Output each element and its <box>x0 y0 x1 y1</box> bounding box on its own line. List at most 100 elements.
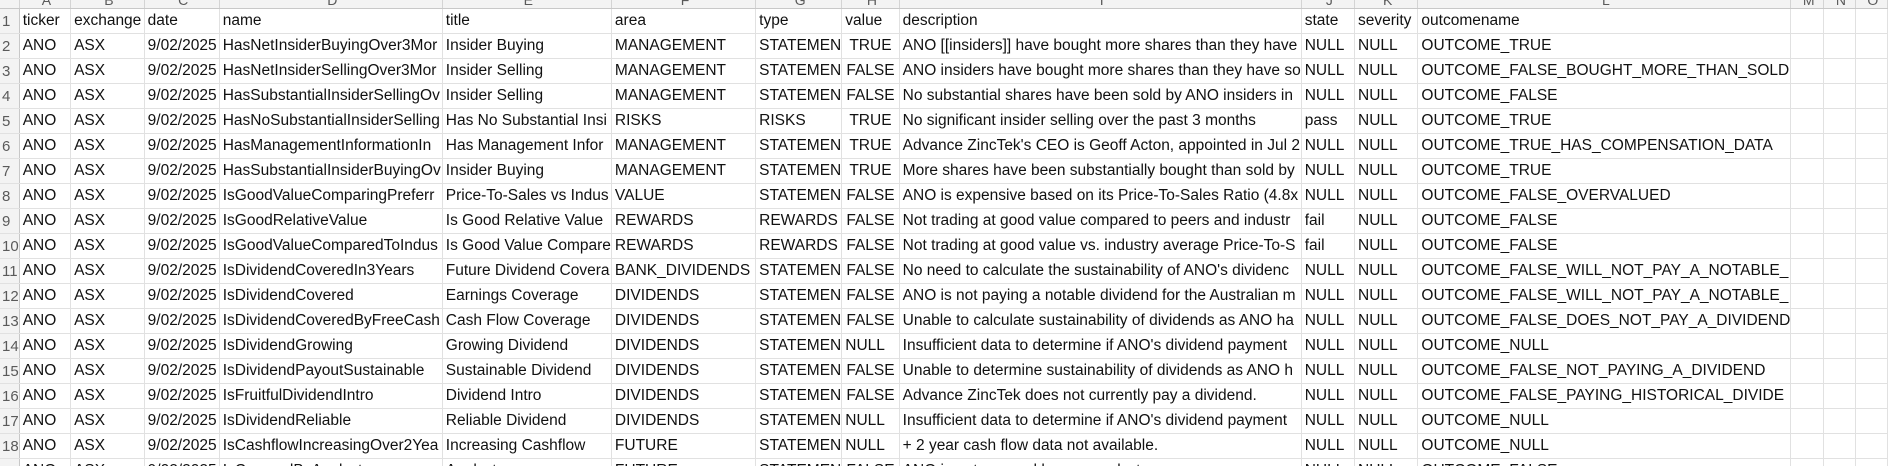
cell-severity[interactable]: NULL <box>1354 258 1419 284</box>
cell-value[interactable]: NULL <box>841 408 900 434</box>
cell-area[interactable]: DIVIDENDS <box>611 333 757 359</box>
cell-severity[interactable]: NULL <box>1354 333 1419 359</box>
row-header[interactable]: 19 <box>0 458 20 466</box>
cell-type[interactable]: STATEMEN <box>755 458 843 466</box>
row-header[interactable]: 6 <box>0 133 20 159</box>
empty-cell[interactable] <box>1823 383 1856 409</box>
empty-cell[interactable] <box>1790 33 1825 59</box>
cell-exchange[interactable]: ASX <box>70 208 145 234</box>
cell-date[interactable]: 9/02/2025 <box>144 458 220 466</box>
empty-cell[interactable] <box>1823 308 1856 334</box>
cell-description[interactable]: + 2 year cash flow data not available. <box>899 433 1302 459</box>
empty-cell[interactable] <box>1855 108 1888 134</box>
row-header[interactable]: 16 <box>0 383 20 409</box>
cell-name[interactable]: HasNetInsiderSellingOver3Mor <box>219 58 443 84</box>
empty-cell[interactable] <box>1790 258 1825 284</box>
cell-ticker[interactable]: ticker <box>19 8 72 34</box>
cell-value[interactable]: FALSE <box>841 458 900 466</box>
empty-cell[interactable] <box>1855 408 1888 434</box>
cell-value[interactable]: FALSE <box>841 283 900 309</box>
select-all-corner[interactable] <box>0 0 20 9</box>
cell-ticker[interactable]: ANO <box>19 258 72 284</box>
cell-state[interactable]: NULL <box>1301 408 1356 434</box>
cell-ticker[interactable]: ANO <box>19 408 72 434</box>
cell-state[interactable]: NULL <box>1301 183 1356 209</box>
cell-name[interactable]: IsDividendGrowing <box>219 333 443 359</box>
cell-name[interactable]: IsGoodValueComparedToIndus <box>219 233 443 259</box>
cell-exchange[interactable]: ASX <box>70 183 145 209</box>
empty-cell[interactable] <box>1823 183 1856 209</box>
row-header[interactable]: 2 <box>0 33 20 59</box>
cell-title[interactable]: title <box>442 8 612 34</box>
cell-value[interactable]: FALSE <box>841 383 900 409</box>
cell-state[interactable]: NULL <box>1301 358 1356 384</box>
cell-outcomename[interactable]: OUTCOME_FALSE <box>1417 458 1792 466</box>
empty-cell[interactable] <box>1855 333 1888 359</box>
cell-outcomename[interactable]: OUTCOME_FALSE_WILL_NOT_PAY_A_NOTABLE_ <box>1417 283 1792 309</box>
cell-title[interactable]: Is Good Value Compare <box>442 233 612 259</box>
column-header[interactable]: I <box>899 0 1302 9</box>
cell-severity[interactable]: NULL <box>1354 83 1419 109</box>
cell-title[interactable]: Insider Selling <box>442 83 612 109</box>
empty-cell[interactable] <box>1823 358 1856 384</box>
cell-severity[interactable]: NULL <box>1354 108 1419 134</box>
cell-state[interactable]: NULL <box>1301 458 1356 466</box>
cell-type[interactable]: STATEMEN <box>755 183 843 209</box>
cell-description[interactable]: Advance ZincTek's CEO is Geoff Acton, ap… <box>899 133 1302 159</box>
cell-exchange[interactable]: ASX <box>70 333 145 359</box>
cell-title[interactable]: Insider Buying <box>442 33 612 59</box>
cell-exchange[interactable]: ASX <box>70 433 145 459</box>
cell-outcomename[interactable]: outcomename <box>1417 8 1792 34</box>
cell-exchange[interactable]: exchange <box>70 8 145 34</box>
column-header[interactable]: D <box>219 0 443 9</box>
cell-severity[interactable]: NULL <box>1354 458 1419 466</box>
cell-severity[interactable]: NULL <box>1354 58 1419 84</box>
cell-title[interactable]: Sustainable Dividend <box>442 358 612 384</box>
cell-ticker[interactable]: ANO <box>19 58 72 84</box>
cell-exchange[interactable]: ASX <box>70 383 145 409</box>
cell-name[interactable]: IsDividendCoveredByFreeCash <box>219 308 443 334</box>
column-header[interactable]: E <box>442 0 612 9</box>
empty-cell[interactable] <box>1790 458 1825 466</box>
empty-cell[interactable] <box>1790 208 1825 234</box>
empty-cell[interactable] <box>1855 58 1888 84</box>
row-header[interactable]: 4 <box>0 83 20 109</box>
cell-value[interactable]: TRUE <box>841 108 900 134</box>
cell-name[interactable]: IsFruitfulDividendIntro <box>219 383 443 409</box>
column-header[interactable]: B <box>70 0 145 9</box>
cell-ticker[interactable]: ANO <box>19 433 72 459</box>
cell-date[interactable]: 9/02/2025 <box>144 358 220 384</box>
empty-cell[interactable] <box>1855 133 1888 159</box>
cell-date[interactable]: 9/02/2025 <box>144 83 220 109</box>
cell-type[interactable]: STATEMEN <box>755 133 843 159</box>
empty-cell[interactable] <box>1823 33 1856 59</box>
cell-description[interactable]: No need to calculate the sustainability … <box>899 258 1302 284</box>
cell-state[interactable]: NULL <box>1301 308 1356 334</box>
cell-description[interactable]: Not trading at good value vs. industry a… <box>899 233 1302 259</box>
cell-value[interactable]: TRUE <box>841 33 900 59</box>
column-header[interactable]: A <box>19 0 72 9</box>
cell-exchange[interactable]: ASX <box>70 458 145 466</box>
cell-outcomename[interactable]: OUTCOME_FALSE_PAYING_HISTORICAL_DIVIDE <box>1417 383 1792 409</box>
cell-ticker[interactable]: ANO <box>19 183 72 209</box>
column-header[interactable]: M <box>1790 0 1825 9</box>
cell-outcomename[interactable]: OUTCOME_FALSE <box>1417 208 1792 234</box>
cell-severity[interactable]: NULL <box>1354 308 1419 334</box>
cell-type[interactable]: REWARDS <box>755 208 843 234</box>
cell-description[interactable]: Advance ZincTek does not currently pay a… <box>899 383 1302 409</box>
empty-cell[interactable] <box>1790 133 1825 159</box>
cell-outcomename[interactable]: OUTCOME_FALSE_NOT_PAYING_A_DIVIDEND <box>1417 358 1792 384</box>
empty-cell[interactable] <box>1790 358 1825 384</box>
cell-exchange[interactable]: ASX <box>70 258 145 284</box>
cell-title[interactable]: Has No Substantial Insi <box>442 108 612 134</box>
cell-name[interactable]: IsGoodValueComparingPreferr <box>219 183 443 209</box>
cell-description[interactable]: No substantial shares have been sold by … <box>899 83 1302 109</box>
cell-date[interactable]: 9/02/2025 <box>144 33 220 59</box>
empty-cell[interactable] <box>1855 8 1888 34</box>
cell-state[interactable]: NULL <box>1301 33 1356 59</box>
empty-cell[interactable] <box>1855 183 1888 209</box>
row-header[interactable]: 8 <box>0 183 20 209</box>
cell-date[interactable]: 9/02/2025 <box>144 333 220 359</box>
cell-ticker[interactable]: ANO <box>19 283 72 309</box>
cell-description[interactable]: Insufficient data to determine if ANO's … <box>899 408 1302 434</box>
